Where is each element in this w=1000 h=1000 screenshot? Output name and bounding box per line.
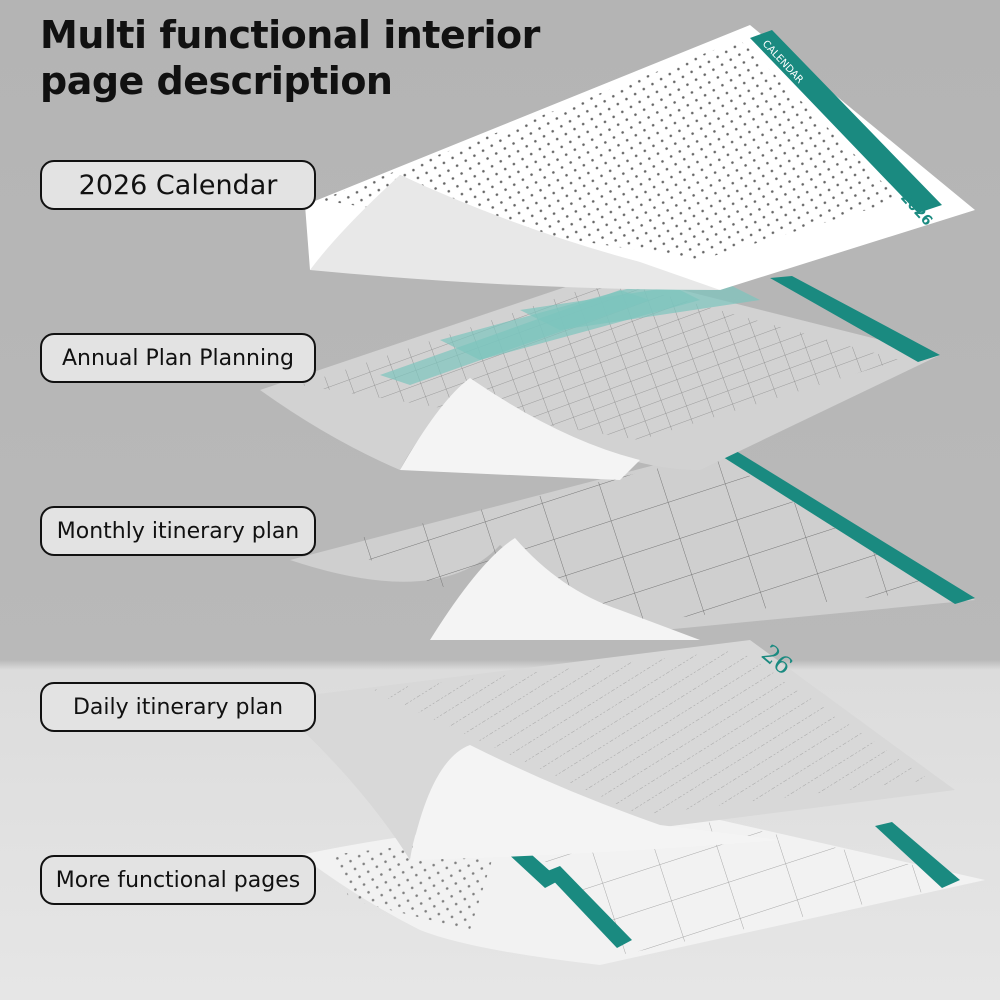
- title-line-2: page description: [40, 59, 393, 103]
- label-daily-plan: Daily itinerary plan: [40, 682, 316, 732]
- daily-plan-page: 26: [270, 639, 955, 860]
- label-annual-plan: Annual Plan Planning: [40, 333, 316, 383]
- annual-plan-page: [260, 272, 940, 480]
- page-title: Multi functional interior page descripti…: [40, 12, 540, 104]
- label-2026-calendar: 2026 Calendar: [40, 160, 316, 210]
- label-more-pages: More functional pages: [40, 855, 316, 905]
- title-line-1: Multi functional interior: [40, 13, 540, 57]
- monthly-plan-page: [290, 446, 975, 640]
- label-monthly-plan: Monthly itinerary plan: [40, 506, 316, 556]
